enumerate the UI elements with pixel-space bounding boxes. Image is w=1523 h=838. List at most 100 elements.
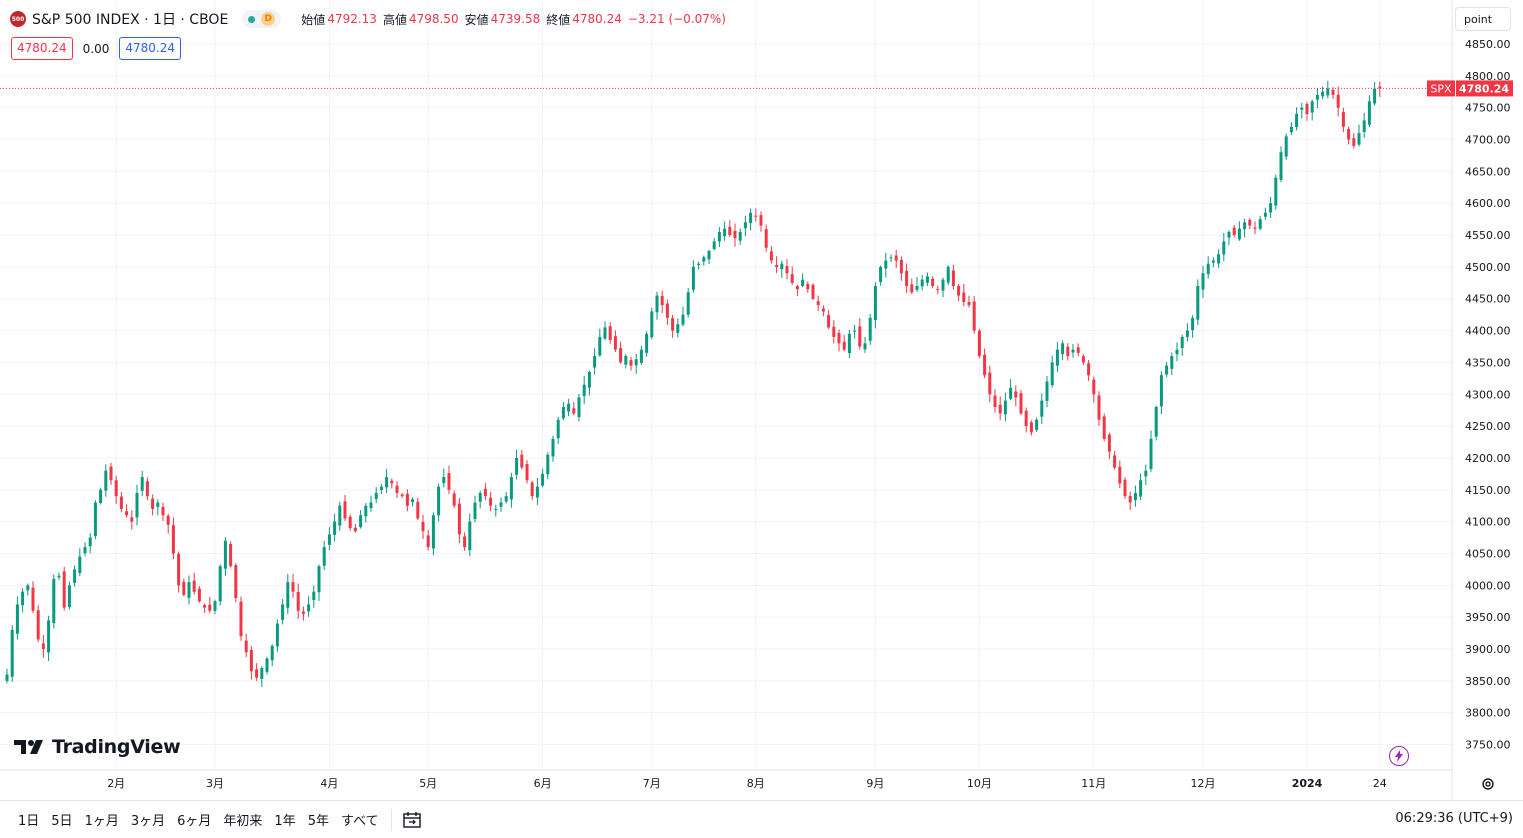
candle xyxy=(1321,86,1325,100)
candle xyxy=(1092,376,1096,403)
candle-body xyxy=(1378,86,1382,89)
candle xyxy=(192,572,196,595)
candle xyxy=(10,625,14,682)
candle-body xyxy=(515,457,519,475)
candle-body xyxy=(1284,136,1288,157)
range-button[interactable]: 6ヶ月 xyxy=(177,814,212,829)
candle-body xyxy=(78,556,82,574)
settings-gear-icon[interactable] xyxy=(1479,775,1497,793)
candle-body xyxy=(936,288,940,290)
candle-body xyxy=(203,604,207,608)
candle xyxy=(743,215,747,237)
candle-body xyxy=(353,527,357,532)
candle xyxy=(1154,405,1158,441)
clock-display[interactable]: 06:29:36 (UTC+9) xyxy=(1395,811,1513,826)
candle-body xyxy=(1211,260,1215,263)
range-button[interactable]: 1日 xyxy=(18,814,40,829)
candle xyxy=(1274,174,1278,210)
candle xyxy=(369,495,373,512)
candle-body xyxy=(1029,422,1033,433)
candle-body xyxy=(868,317,872,341)
candle-body xyxy=(301,611,305,614)
candle xyxy=(1263,207,1267,220)
candle xyxy=(1165,362,1169,378)
range-button[interactable]: 5年 xyxy=(307,814,329,829)
candle xyxy=(296,583,300,619)
candle-body xyxy=(338,505,342,526)
candle-body xyxy=(988,372,992,395)
candle-body xyxy=(754,215,758,217)
candle-body xyxy=(738,231,742,241)
chart-area[interactable]: 4850.00 4800.00 4750.00 4700.00 4650.00 4600.… xyxy=(0,0,1523,800)
y-tick-label: 4500.00 xyxy=(1465,261,1511,274)
candle-body xyxy=(405,494,409,506)
candle xyxy=(676,318,680,338)
candle xyxy=(442,468,446,488)
range-button[interactable]: 1年 xyxy=(274,814,296,829)
range-button[interactable]: 5日 xyxy=(51,814,73,829)
candle xyxy=(853,324,857,339)
candle xyxy=(135,484,139,526)
candle-body xyxy=(1222,241,1226,255)
candle xyxy=(281,599,285,625)
market-status[interactable]: D xyxy=(242,10,282,28)
candle-body xyxy=(483,488,487,497)
candle-body xyxy=(369,502,373,509)
candle-body xyxy=(749,212,753,224)
value-box-1[interactable]: 4780.24 xyxy=(11,37,73,60)
candle xyxy=(1185,323,1189,342)
candle xyxy=(452,490,456,509)
candle xyxy=(270,644,274,667)
candle-body xyxy=(837,332,841,344)
candle xyxy=(1180,334,1184,356)
candle xyxy=(1071,344,1075,358)
candle-body xyxy=(47,620,51,653)
lightning-icon[interactable] xyxy=(1389,746,1409,766)
candle xyxy=(769,246,773,264)
candle xyxy=(213,599,217,615)
candle-body xyxy=(1185,330,1189,337)
candle xyxy=(1373,82,1377,106)
candle xyxy=(603,321,607,341)
candle xyxy=(333,513,337,542)
candle-body xyxy=(769,251,773,261)
candle xyxy=(265,656,269,675)
scale-unit-button[interactable]: point xyxy=(1455,7,1511,31)
candle-body xyxy=(920,279,924,287)
candle-body xyxy=(697,263,701,265)
candle-body xyxy=(665,303,669,318)
candle-body xyxy=(1107,434,1111,452)
candle-body xyxy=(842,341,846,350)
candle-body xyxy=(1139,480,1143,497)
candle xyxy=(177,551,181,593)
candlestick-chart[interactable]: 4850.00 4800.00 4750.00 4700.00 4650.00 4600.… xyxy=(0,0,1523,800)
tradingview-logo[interactable]: TradingView xyxy=(14,736,181,758)
candle xyxy=(83,542,87,557)
candle xyxy=(889,254,893,263)
candle-body xyxy=(1341,112,1345,127)
candle-body xyxy=(1081,356,1085,363)
candle-body xyxy=(1159,375,1163,407)
candle xyxy=(894,249,898,269)
value-box-3[interactable]: 4780.24 xyxy=(119,37,181,60)
calendar-range-icon[interactable] xyxy=(402,810,422,830)
range-button[interactable]: すべて xyxy=(340,814,379,829)
range-button[interactable]: 年初来 xyxy=(223,814,263,829)
candle-body xyxy=(1237,228,1241,240)
open-value: 4792.13 xyxy=(327,12,377,26)
delayed-data-icon: D xyxy=(261,12,276,26)
range-button[interactable]: 1ヶ月 xyxy=(84,814,119,829)
candle-body xyxy=(437,486,441,516)
candle xyxy=(353,524,357,533)
symbol-title[interactable]: S&P 500 INDEX · 1日 · CBOE xyxy=(32,12,229,28)
candle xyxy=(359,510,363,529)
candle xyxy=(1196,279,1200,326)
candle xyxy=(634,353,638,374)
candle-body xyxy=(577,397,581,418)
candle-body xyxy=(723,228,727,237)
candle xyxy=(613,330,617,353)
range-button[interactable]: 3ヶ月 xyxy=(130,814,166,829)
candle-body xyxy=(759,215,763,226)
candle xyxy=(1378,81,1382,98)
candle-body xyxy=(879,266,883,282)
